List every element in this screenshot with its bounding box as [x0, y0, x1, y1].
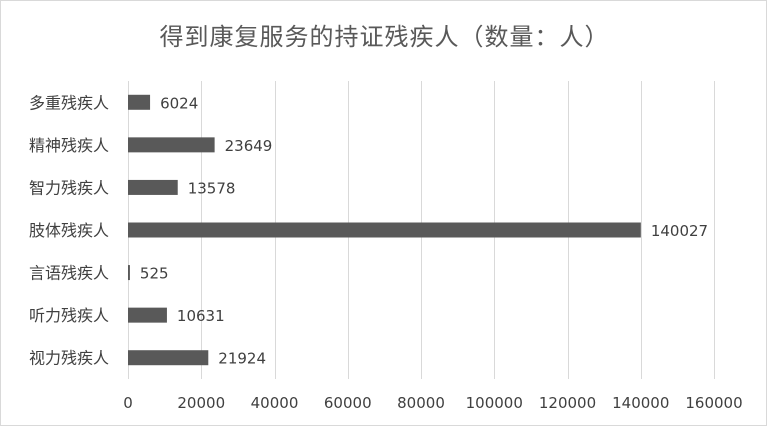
data-label: 13578 — [188, 179, 236, 197]
x-tick-label: 80000 — [397, 394, 445, 412]
chart-title: 得到康复服务的持证残疾人（数量：人） — [159, 23, 610, 51]
bar-1 — [128, 137, 215, 153]
data-label: 6024 — [160, 94, 198, 112]
category-label: 智力残疾人 — [29, 178, 109, 197]
data-label: 23649 — [225, 137, 273, 155]
category-label: 肢体残疾人 — [29, 221, 109, 240]
bars — [128, 94, 641, 366]
data-label: 525 — [140, 265, 169, 283]
bar-2 — [128, 179, 178, 195]
category-label: 听力残疾人 — [29, 306, 109, 325]
x-tick-label: 100000 — [466, 394, 523, 412]
category-label: 视力残疾人 — [29, 349, 109, 368]
bar-4 — [128, 265, 130, 281]
x-tick-label: 140000 — [612, 394, 669, 412]
bar-5 — [128, 307, 167, 323]
data-label: 10631 — [177, 307, 225, 325]
category-label: 精神残疾人 — [29, 136, 109, 155]
x-tick-label: 60000 — [324, 394, 372, 412]
bar-0 — [128, 94, 151, 110]
bar-3 — [128, 222, 641, 238]
x-tick-label: 120000 — [539, 394, 596, 412]
bar-6 — [128, 350, 209, 366]
category-label: 言语残疾人 — [29, 264, 109, 283]
x-tick-label: 40000 — [251, 394, 299, 412]
category-label: 多重残疾人 — [29, 93, 109, 112]
x-tick-label: 0 — [123, 394, 133, 412]
x-tick-label: 160000 — [685, 394, 742, 412]
labels: 0 20000 40000 60000 80000 100000 120000 140000 1… — [29, 93, 743, 412]
x-tick-label: 20000 — [177, 394, 225, 412]
data-label: 21924 — [218, 350, 266, 368]
data-label: 140027 — [651, 222, 708, 240]
